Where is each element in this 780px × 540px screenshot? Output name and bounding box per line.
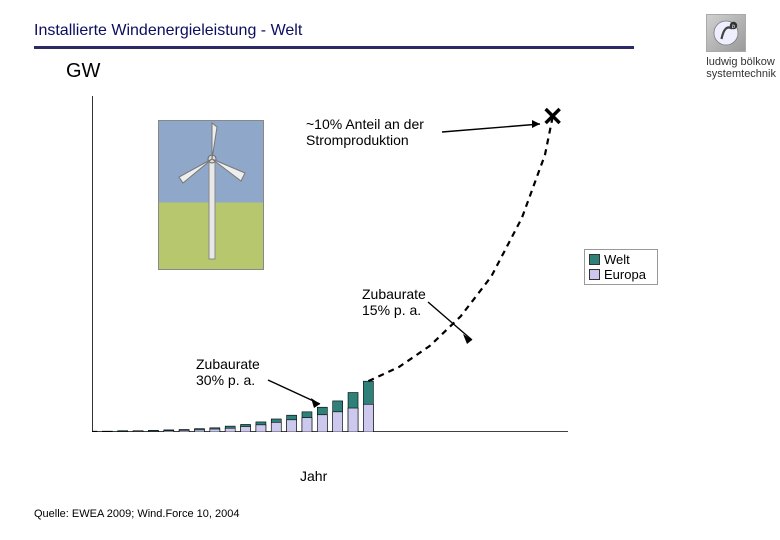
svg-text:b: b	[732, 24, 735, 30]
legend-item-welt: Welt	[589, 252, 653, 267]
brand-logo: b	[706, 14, 746, 52]
annotation-top: ~10% Anteil an der Stromproduktion	[306, 116, 424, 148]
x-axis-label: Jahr	[300, 468, 327, 484]
y-axis-label: GW	[66, 60, 100, 83]
target-marker-icon: ✕	[542, 102, 564, 133]
brand-line2: systemtechnik	[706, 68, 776, 80]
legend-item-europa: Europa	[589, 267, 653, 282]
legend-swatch	[589, 269, 600, 280]
chart-legend: Welt Europa	[584, 249, 658, 285]
brand-text: ludwig bölkow systemtechnik	[706, 56, 776, 80]
legend-swatch	[589, 254, 600, 265]
annotation-mid: Zubaurate 15% p. a.	[362, 286, 426, 318]
brand-line1: ludwig bölkow	[706, 56, 774, 68]
annotation-bottom: Zubaurate 30% p. a.	[196, 356, 260, 388]
source-citation: Quelle: EWEA 2009; Wind.Force 10, 2004	[34, 508, 239, 520]
title-underline	[34, 46, 634, 49]
page-title: Installierte Windenergieleistung - Welt	[34, 22, 302, 40]
